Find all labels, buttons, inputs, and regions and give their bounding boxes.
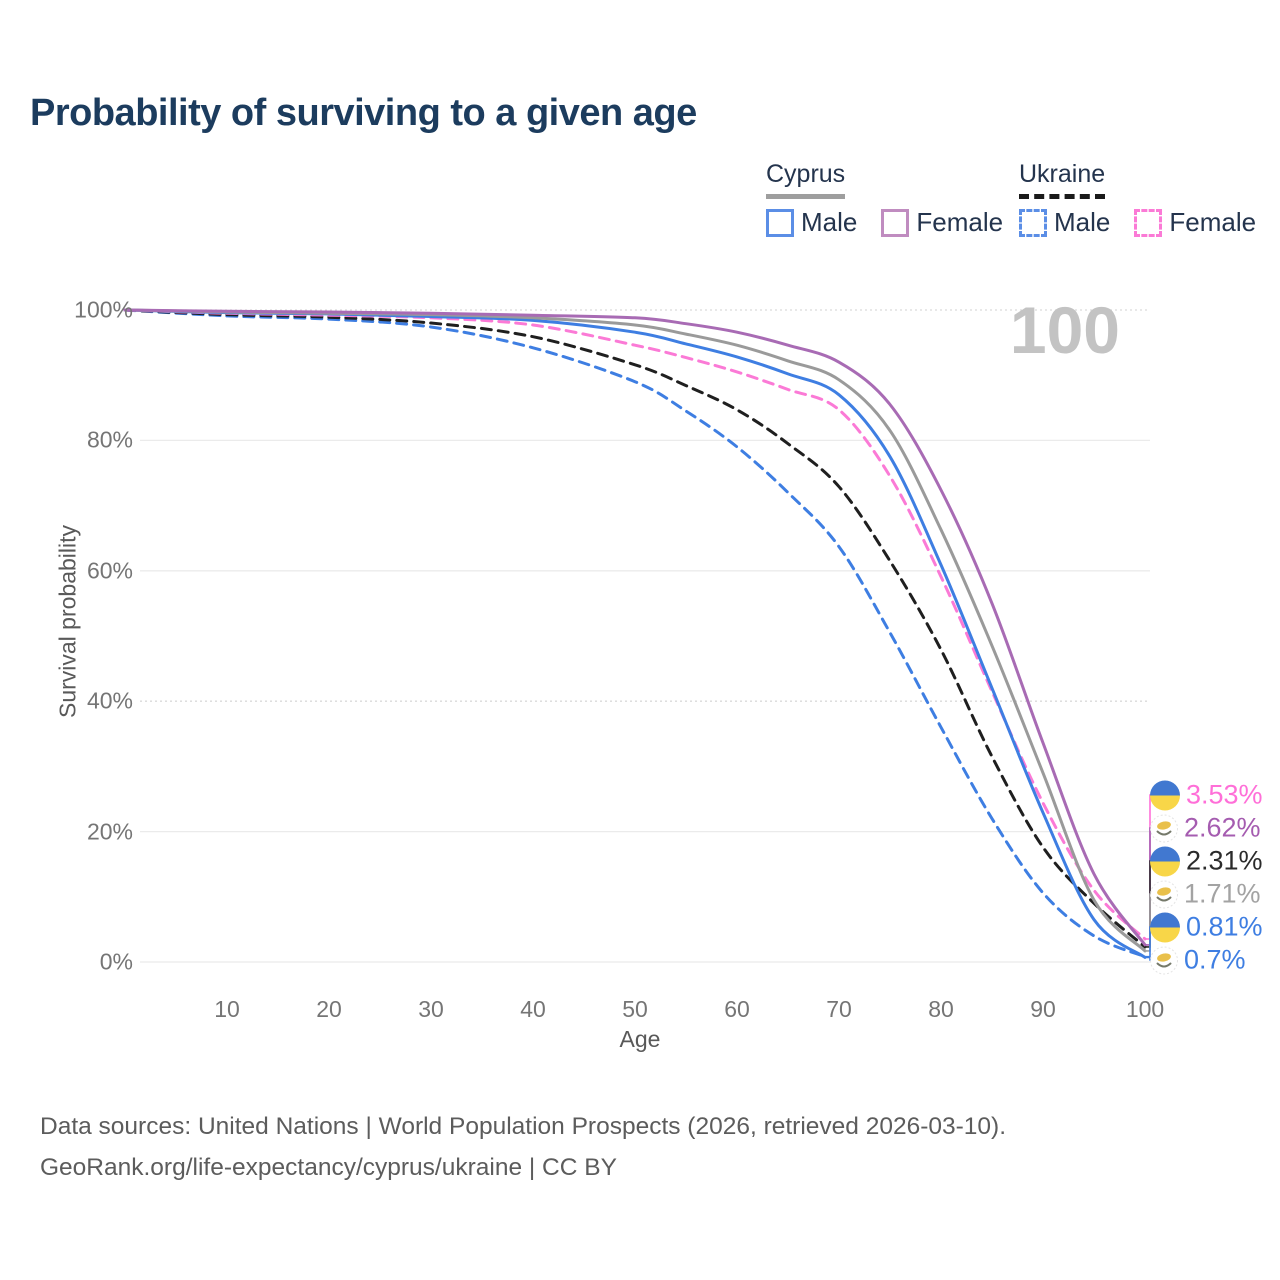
end-label-ukraine-male: 0.81% bbox=[1150, 912, 1263, 943]
ukraine-flag-icon bbox=[1150, 912, 1180, 942]
x-tick-100: 100 bbox=[1125, 996, 1165, 1022]
y-tick-100: 100% bbox=[74, 296, 133, 323]
ukraine-flag-icon bbox=[1150, 780, 1180, 810]
footer: Data sources: United Nations | World Pop… bbox=[40, 1106, 1240, 1188]
curve-ukraine-male bbox=[123, 308, 1147, 959]
x-tick-60: 60 bbox=[724, 996, 750, 1022]
y-tick-40: 40% bbox=[86, 687, 133, 714]
x-tick-70: 70 bbox=[826, 996, 852, 1022]
footer-sources: Data sources: United Nations | World Pop… bbox=[40, 1113, 1007, 1140]
curve-ukraine-both bbox=[123, 308, 1147, 949]
end-label-ukraine-female: 3.53% bbox=[1150, 780, 1263, 811]
legend-item-label: Female bbox=[916, 207, 1004, 237]
x-tick-40: 40 bbox=[520, 996, 546, 1022]
footer-link: GeoRank.org/life-expectancy/cyprus/ukrai… bbox=[40, 1154, 617, 1181]
y-tick-80: 80% bbox=[86, 426, 133, 453]
cyprus-flag-icon bbox=[1150, 814, 1178, 842]
x-tick-80: 80 bbox=[928, 996, 954, 1022]
curve-cyprus-female bbox=[123, 308, 1147, 947]
x-tick-50: 50 bbox=[622, 996, 648, 1022]
y-axis-title: Survival probability bbox=[54, 524, 81, 719]
legend-group-ukraine: Ukraine Male Female bbox=[1019, 160, 1256, 238]
legend-heading-ukraine[interactable]: Ukraine bbox=[1019, 160, 1106, 199]
cyprus-male-swatch-icon bbox=[766, 208, 794, 237]
x-tick-90: 90 bbox=[1030, 996, 1056, 1022]
end-label-ukraine-both: 2.31% bbox=[1150, 846, 1263, 877]
curve-ukraine-female bbox=[123, 308, 1147, 941]
legend: Cyprus Male Female Ukraine Male bbox=[0, 160, 1280, 240]
end-label-cyprus-male: 0.7% bbox=[1150, 945, 1246, 976]
legend-item-cyprus-male[interactable]: Male bbox=[766, 207, 857, 238]
legend-item-ukraine-female[interactable]: Female bbox=[1134, 207, 1256, 238]
legend-group-cyprus: Cyprus Male Female bbox=[766, 160, 1003, 238]
ukraine-male-swatch-icon bbox=[1019, 208, 1047, 237]
end-label-value: 1.71% bbox=[1184, 878, 1261, 909]
legend-heading-cyprus[interactable]: Cyprus bbox=[766, 160, 846, 199]
end-label-value: 2.62% bbox=[1184, 812, 1261, 843]
y-tick-0: 0% bbox=[99, 948, 133, 975]
legend-item-label: Female bbox=[1169, 207, 1257, 237]
ukraine-female-swatch-icon bbox=[1134, 208, 1163, 237]
legend-item-ukraine-male[interactable]: Male bbox=[1019, 207, 1110, 238]
x-tick-10: 10 bbox=[214, 996, 240, 1022]
x-tick-20: 20 bbox=[316, 996, 342, 1022]
y-tick-20: 20% bbox=[86, 818, 133, 845]
end-label-value: 3.53% bbox=[1186, 779, 1263, 810]
end-label-cyprus-both: 1.71% bbox=[1150, 879, 1261, 910]
cyprus-flag-icon bbox=[1150, 880, 1178, 908]
page-title: Probability of surviving to a given age bbox=[30, 92, 697, 134]
x-axis-title: Age bbox=[619, 1026, 661, 1052]
ukraine-flag-icon bbox=[1150, 846, 1180, 876]
legend-item-label: Male bbox=[801, 207, 858, 237]
end-label-value: 0.7% bbox=[1184, 944, 1246, 975]
curve-cyprus-both bbox=[123, 308, 1147, 953]
end-label-cyprus-female: 2.62% bbox=[1150, 813, 1261, 844]
y-tick-60: 60% bbox=[86, 557, 133, 584]
end-label-value: 2.31% bbox=[1186, 845, 1263, 876]
hover-age-value: 100 bbox=[1009, 293, 1120, 367]
x-tick-30: 30 bbox=[418, 996, 444, 1022]
legend-item-cyprus-female[interactable]: Female bbox=[881, 207, 1003, 238]
legend-item-label: Male bbox=[1054, 207, 1111, 237]
cyprus-female-swatch-icon bbox=[881, 208, 910, 237]
cyprus-flag-icon bbox=[1150, 946, 1178, 974]
curve-cyprus-male bbox=[123, 308, 1147, 959]
end-label-value: 0.81% bbox=[1186, 911, 1263, 942]
